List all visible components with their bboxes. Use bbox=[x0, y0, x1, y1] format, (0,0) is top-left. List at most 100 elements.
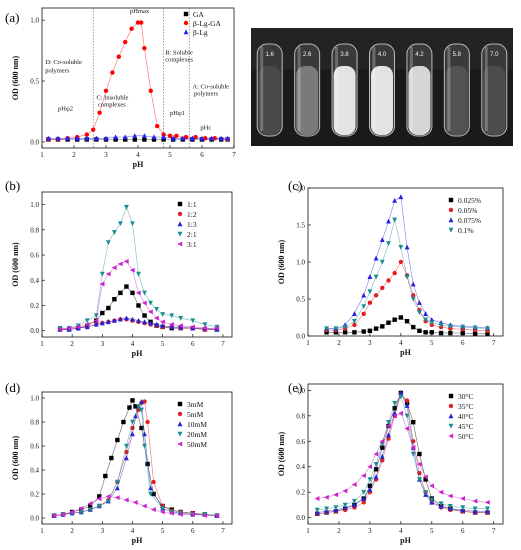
x-tick-label: 7 bbox=[221, 527, 225, 535]
data-point bbox=[78, 509, 84, 515]
data-point bbox=[103, 473, 108, 479]
data-point bbox=[180, 135, 186, 141]
legend-label: 50°C bbox=[458, 432, 474, 441]
legend-marker bbox=[448, 423, 454, 429]
series-4 bbox=[51, 493, 220, 519]
data-point bbox=[214, 325, 220, 331]
chart-panel-3: (d) 1 2 3 4 5 6 7 0.0 0.2 0.4 0.6 0.8 1.0 pH OD (600 nm… bbox=[5, 380, 233, 545]
data-point bbox=[100, 310, 105, 316]
data-point bbox=[361, 500, 366, 505]
legend-label: 1:1 bbox=[187, 200, 197, 209]
legend-label: β-Lg-GA bbox=[193, 19, 222, 28]
data-point bbox=[447, 324, 453, 330]
data-point bbox=[105, 499, 111, 504]
data-point bbox=[323, 494, 329, 500]
data-point bbox=[472, 331, 478, 336]
legend-label: β-Lg bbox=[193, 28, 208, 37]
data-point bbox=[99, 320, 105, 326]
y-tick-label: 0.8 bbox=[30, 419, 39, 427]
chart-panel-2: (c) 1 2 3 4 5 6 7 0.0 0.5 1.0 1.5 2.0 pH OD (600 nm) 0.… bbox=[277, 178, 504, 357]
data-point bbox=[178, 511, 183, 517]
x-tick-label: 5 bbox=[161, 340, 165, 348]
data-point bbox=[209, 135, 215, 141]
data-point bbox=[342, 330, 348, 335]
data-point bbox=[333, 326, 339, 332]
data-point bbox=[136, 404, 141, 410]
data-point bbox=[423, 317, 429, 323]
data-point bbox=[84, 321, 90, 327]
tube-highlight bbox=[335, 47, 339, 131]
legend: 0.025%0.05%0.075%0.1% bbox=[448, 196, 481, 235]
y-axis-label: OD (600 nm) bbox=[11, 242, 20, 287]
data-point bbox=[142, 313, 147, 318]
tube-ph-label: 7.0 bbox=[490, 52, 499, 58]
annotation-label: B: Soluble bbox=[165, 49, 193, 56]
x-tick-label: 1 bbox=[306, 527, 310, 535]
tube-highlight bbox=[260, 47, 264, 131]
data-point bbox=[69, 509, 75, 515]
tube-liquid bbox=[333, 66, 356, 135]
legend-label: 50mM bbox=[187, 440, 207, 449]
data-point bbox=[417, 300, 422, 305]
data-point bbox=[411, 419, 416, 425]
y-tick-label: 0.6 bbox=[30, 443, 39, 451]
x-tick-label: 2 bbox=[72, 151, 76, 159]
legend-label: 40°C bbox=[458, 412, 474, 421]
data-point bbox=[129, 26, 134, 31]
data-point bbox=[352, 502, 357, 508]
data-point bbox=[154, 307, 160, 312]
x-axis-label: pH bbox=[132, 536, 143, 545]
data-point bbox=[167, 133, 173, 139]
data-point bbox=[161, 134, 167, 140]
data-point bbox=[324, 326, 329, 332]
data-point bbox=[484, 499, 490, 505]
data-point bbox=[398, 394, 404, 400]
x-tick-label: 4 bbox=[399, 527, 403, 535]
chart-panel-0: (a) 1 2 3 4 5 6 7 0.0 0.5 1.0 pH OD (600 nm) pHmax D: … bbox=[5, 7, 236, 169]
x-tick-label: 2 bbox=[337, 527, 341, 535]
legend-label: 30°C bbox=[458, 392, 474, 401]
data-point bbox=[105, 319, 111, 325]
series-line bbox=[317, 393, 488, 515]
annotation-label: polymers bbox=[194, 91, 219, 98]
legend-marker bbox=[448, 413, 454, 419]
legend-marker bbox=[177, 411, 183, 417]
tube-ph-label: 3.8 bbox=[340, 52, 349, 58]
data-point bbox=[361, 311, 366, 316]
y-tick-label: 0.0 bbox=[296, 333, 305, 341]
series-1 bbox=[46, 20, 230, 142]
data-point bbox=[392, 400, 398, 406]
data-point bbox=[438, 489, 444, 495]
data-point bbox=[103, 88, 109, 93]
tube-glass bbox=[256, 43, 283, 137]
data-point bbox=[84, 132, 90, 137]
series-4 bbox=[57, 258, 220, 332]
data-point bbox=[154, 321, 160, 327]
data-point bbox=[202, 513, 208, 519]
data-point bbox=[148, 320, 153, 326]
data-point bbox=[130, 316, 135, 322]
data-point bbox=[447, 493, 453, 499]
y-tick-label: 0.4 bbox=[30, 467, 39, 475]
legend-marker bbox=[183, 20, 189, 26]
data-point bbox=[169, 321, 174, 327]
legend-marker bbox=[177, 401, 183, 407]
data-point bbox=[51, 513, 57, 519]
data-point bbox=[88, 503, 93, 509]
y-axis-label: OD (600 nm) bbox=[277, 239, 286, 284]
data-point bbox=[398, 315, 404, 320]
data-point bbox=[123, 258, 129, 264]
data-point bbox=[139, 20, 144, 25]
data-point bbox=[404, 319, 410, 324]
panel-label: (a) bbox=[5, 10, 19, 25]
data-point bbox=[373, 467, 379, 472]
data-point bbox=[367, 289, 373, 295]
legend-label: 2:1 bbox=[187, 230, 197, 239]
data-point bbox=[142, 290, 147, 296]
panel-label: (e) bbox=[288, 380, 302, 395]
data-point bbox=[351, 482, 357, 487]
y-tick-label: 0.8 bbox=[296, 412, 305, 420]
x-tick-label: 1 bbox=[40, 527, 44, 535]
legend-marker bbox=[183, 11, 189, 17]
y-tick-label: 0.2 bbox=[296, 489, 305, 497]
